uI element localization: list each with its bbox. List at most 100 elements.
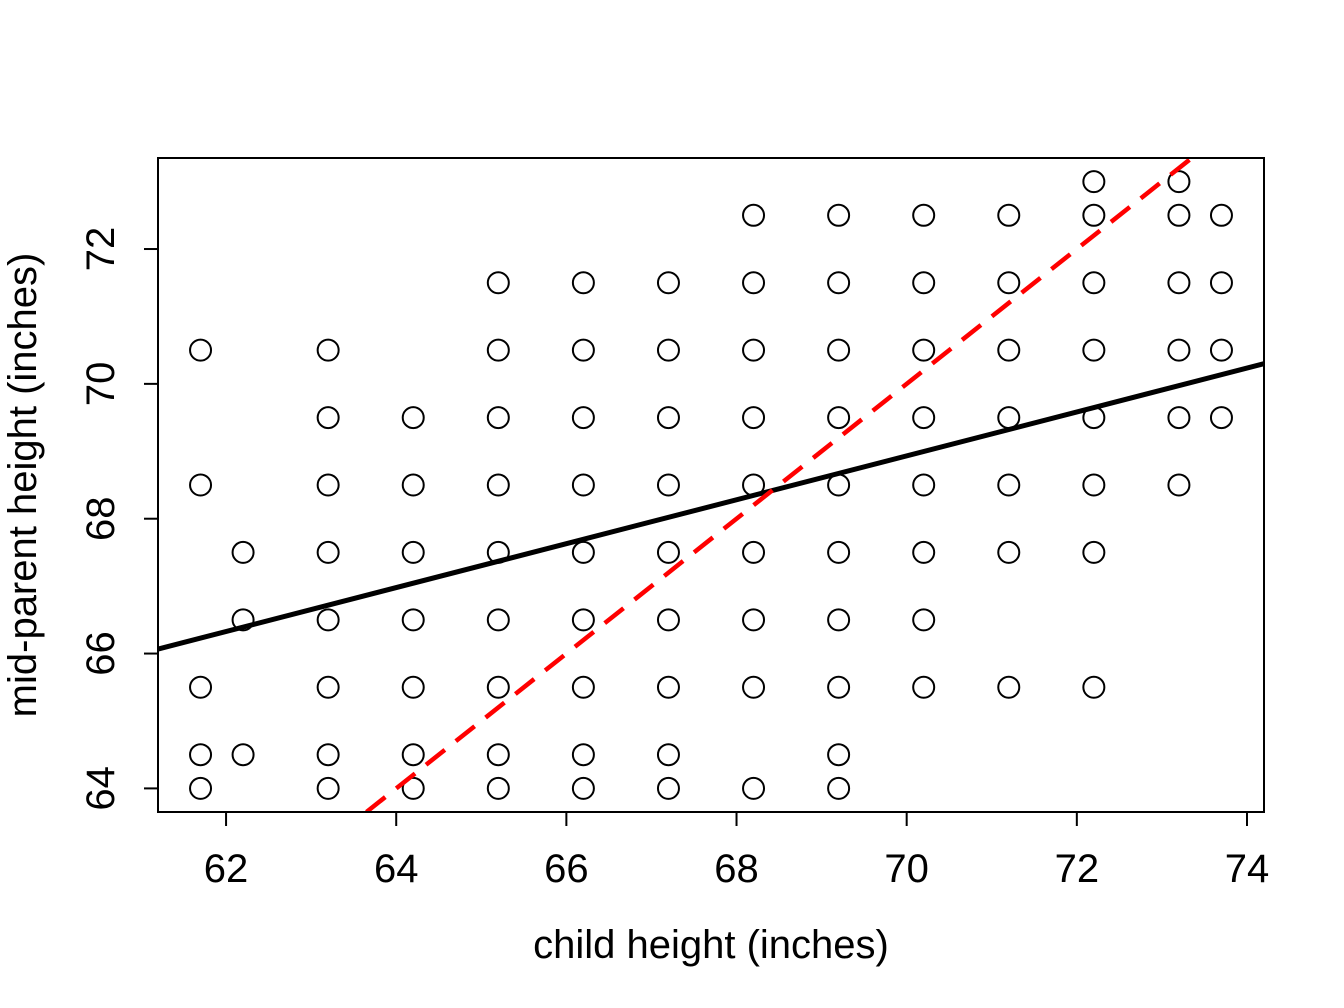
- data-point: [486, 473, 510, 497]
- data-point: [912, 338, 936, 362]
- data-point: [189, 743, 213, 767]
- data-point: [189, 338, 213, 362]
- data-point: [486, 406, 510, 430]
- data-point: [827, 540, 851, 564]
- data-point: [912, 608, 936, 632]
- data-point: [656, 338, 680, 362]
- data-point: [486, 776, 510, 800]
- data-point: [997, 406, 1021, 430]
- data-point: [827, 203, 851, 227]
- data-point: [827, 743, 851, 767]
- data-point: [742, 776, 766, 800]
- data-point: [1082, 473, 1106, 497]
- data-point: [571, 406, 595, 430]
- data-point: [316, 608, 340, 632]
- data-point: [742, 271, 766, 295]
- data-point: [189, 675, 213, 699]
- plot-frame: [157, 157, 1265, 813]
- data-point: [231, 743, 255, 767]
- data-point: [571, 271, 595, 295]
- y-tick-label: 64: [79, 766, 123, 811]
- data-point: [656, 608, 680, 632]
- data-point: [742, 675, 766, 699]
- data-point: [571, 473, 595, 497]
- data-point: [401, 743, 425, 767]
- data-point: [656, 743, 680, 767]
- y-axis-title: mid-parent height (inches): [1, 253, 45, 718]
- y-tick-label: 72: [79, 227, 123, 272]
- dashed-line: [362, 158, 1196, 812]
- data-point: [1209, 271, 1233, 295]
- y-tick-label: 70: [79, 362, 123, 407]
- x-tick-label: 62: [204, 847, 249, 891]
- data-point: [912, 473, 936, 497]
- data-point: [401, 608, 425, 632]
- data-point: [656, 406, 680, 430]
- x-tick-label: 70: [884, 847, 929, 891]
- data-point: [486, 338, 510, 362]
- data-point: [316, 406, 340, 430]
- data-point: [1082, 338, 1106, 362]
- data-point: [316, 540, 340, 564]
- data-point: [912, 203, 936, 227]
- data-point: [1167, 271, 1191, 295]
- data-point: [827, 675, 851, 699]
- data-point: [316, 473, 340, 497]
- data-point: [912, 540, 936, 564]
- data-point: [997, 338, 1021, 362]
- data-point: [1167, 203, 1191, 227]
- data-point: [571, 608, 595, 632]
- data-point: [827, 271, 851, 295]
- data-point: [656, 271, 680, 295]
- data-point: [997, 540, 1021, 564]
- data-point: [401, 675, 425, 699]
- data-point: [827, 776, 851, 800]
- data-point: [742, 608, 766, 632]
- axes-layer: 62 64 66 68 70 72 74 64 66 68 70 72: [79, 227, 1269, 891]
- data-point: [912, 271, 936, 295]
- data-point: [316, 776, 340, 800]
- data-point: [1082, 271, 1106, 295]
- data-point: [997, 675, 1021, 699]
- data-point: [571, 675, 595, 699]
- data-point: [189, 776, 213, 800]
- data-point: [1167, 473, 1191, 497]
- data-point: [1209, 338, 1233, 362]
- data-point: [486, 271, 510, 295]
- data-point: [571, 540, 595, 564]
- data-point: [997, 473, 1021, 497]
- x-tick-label: 64: [374, 847, 419, 891]
- lines-layer: [158, 158, 1264, 812]
- data-point: [656, 776, 680, 800]
- data-point: [571, 338, 595, 362]
- data-point: [401, 540, 425, 564]
- x-tick-label: 68: [714, 847, 759, 891]
- data-point: [742, 203, 766, 227]
- data-point: [997, 271, 1021, 295]
- data-point: [827, 608, 851, 632]
- data-point: [1209, 203, 1233, 227]
- y-tick-label: 68: [79, 496, 123, 541]
- data-point: [742, 540, 766, 564]
- data-point: [1209, 406, 1233, 430]
- x-tick-label: 72: [1055, 847, 1100, 891]
- data-point: [997, 203, 1021, 227]
- data-point: [486, 743, 510, 767]
- data-point: [486, 608, 510, 632]
- data-point: [827, 406, 851, 430]
- data-point: [912, 675, 936, 699]
- data-point: [656, 473, 680, 497]
- data-point: [742, 406, 766, 430]
- data-point: [401, 776, 425, 800]
- y-tick-label: 66: [79, 631, 123, 676]
- x-tick-label: 66: [544, 847, 589, 891]
- points-layer: [189, 170, 1233, 800]
- data-point: [189, 473, 213, 497]
- data-point: [1082, 540, 1106, 564]
- regression-line: [158, 361, 1264, 652]
- data-point: [1082, 170, 1106, 194]
- data-point: [1167, 338, 1191, 362]
- data-point: [1082, 203, 1106, 227]
- data-point: [827, 338, 851, 362]
